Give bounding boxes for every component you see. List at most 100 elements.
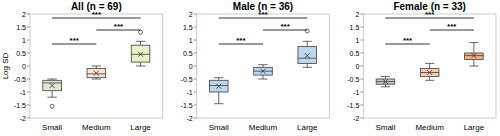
whisker	[429, 76, 430, 80]
box	[420, 69, 439, 77]
whisker-cap	[258, 64, 267, 65]
whisker-cap	[136, 41, 145, 42]
y-tick	[360, 40, 363, 41]
panel: Male (n = 36)-2-1.5-1-0.500.511.52SmallM…	[181, 1, 330, 132]
outlier	[139, 30, 143, 34]
plot-frame	[363, 14, 496, 118]
y-tick-label: -2	[353, 115, 359, 122]
whisker	[307, 41, 308, 46]
whisker-cap	[425, 80, 434, 81]
box	[87, 69, 106, 78]
box	[43, 80, 62, 90]
y-tick	[194, 40, 197, 41]
mean-marker	[471, 53, 476, 58]
box	[298, 47, 317, 64]
panel: All (n = 69)Log SD-2-1.5-1-0.500.511.52S…	[1, 1, 163, 132]
whisker-cap	[303, 67, 312, 68]
y-tick	[27, 14, 30, 15]
whisker-cap	[381, 76, 390, 77]
y-tick-label: 0.5	[16, 50, 26, 57]
x-tick-label: Large	[464, 123, 485, 132]
x-tick-label: Small	[42, 123, 62, 132]
whisker	[473, 43, 474, 53]
y-label: Log SD	[1, 52, 10, 79]
whisker	[473, 60, 474, 67]
y-tick-label: 0.5	[350, 50, 360, 57]
y-tick-label: 1	[189, 37, 193, 44]
significance-label: ***	[236, 36, 246, 45]
marks	[209, 29, 316, 104]
y-tick	[360, 53, 363, 54]
whisker	[218, 92, 219, 104]
mean-marker	[216, 84, 221, 89]
whisker	[52, 91, 53, 98]
x-tick-label: Small	[375, 123, 395, 132]
whisker	[307, 63, 308, 67]
mean-marker	[305, 53, 310, 58]
y-tick-label: 1	[22, 37, 26, 44]
y-tick	[27, 92, 30, 93]
significance-label: ***	[280, 22, 290, 31]
whisker-cap	[214, 77, 223, 78]
box	[465, 53, 484, 60]
y-tick-label: 0	[355, 63, 359, 70]
y-tick-label: 1	[355, 37, 359, 44]
whisker	[140, 62, 141, 66]
significance-label: ***	[447, 22, 457, 31]
y-tick	[360, 118, 363, 119]
y-tick-label: -2	[20, 115, 26, 122]
plot-frame	[30, 14, 163, 118]
y-tick-label: 1.5	[350, 24, 360, 31]
significance-label: ***	[258, 10, 268, 19]
y-tick	[27, 79, 30, 80]
y-tick-label: -0.5	[14, 76, 26, 83]
significance-label: ***	[70, 36, 80, 45]
y-tick	[194, 14, 197, 15]
y-tick	[194, 92, 197, 93]
y-tick	[27, 66, 30, 67]
whisker-cap	[469, 66, 478, 67]
median	[298, 58, 317, 59]
whisker-cap	[303, 41, 312, 42]
y-tick-label: -1	[186, 89, 192, 96]
x-tick-label: Medium	[249, 123, 278, 132]
plot-frame	[197, 14, 330, 118]
y-tick-label: -1.5	[14, 102, 26, 109]
mean-marker	[427, 70, 432, 75]
whisker-cap	[92, 79, 101, 80]
box	[376, 79, 395, 84]
whisker-cap	[425, 63, 434, 64]
y-tick	[194, 27, 197, 28]
y-tick-label: -0.5	[181, 76, 193, 83]
mean-marker	[50, 83, 55, 88]
mean-marker	[383, 79, 388, 84]
y-tick	[360, 27, 363, 28]
x-tick-label: Large	[297, 123, 318, 132]
x-tick-label: Large	[130, 123, 151, 132]
y-tick-label: 0	[22, 63, 26, 70]
box	[254, 67, 273, 75]
y-tick	[360, 105, 363, 106]
whisker	[140, 41, 141, 45]
whisker-cap	[136, 66, 145, 67]
x-tick-label: Medium	[82, 123, 111, 132]
median	[43, 82, 62, 83]
whisker-cap	[92, 66, 101, 67]
y-tick	[360, 14, 363, 15]
marks	[376, 43, 483, 87]
y-tick-label: 1.5	[16, 24, 26, 31]
whisker	[263, 75, 264, 79]
significance-label: ***	[114, 22, 124, 31]
y-tick	[194, 66, 197, 67]
y-tick	[27, 40, 30, 41]
y-tick	[27, 53, 30, 54]
mean-marker	[261, 69, 266, 74]
y-tick-label: -1.5	[181, 102, 193, 109]
y-tick-label: 2	[189, 11, 193, 18]
whisker-cap	[214, 103, 223, 104]
y-tick	[194, 53, 197, 54]
mean-marker	[138, 52, 143, 57]
y-tick-label: -2	[186, 115, 192, 122]
significance-label: ***	[403, 36, 413, 45]
outlier	[50, 104, 54, 108]
